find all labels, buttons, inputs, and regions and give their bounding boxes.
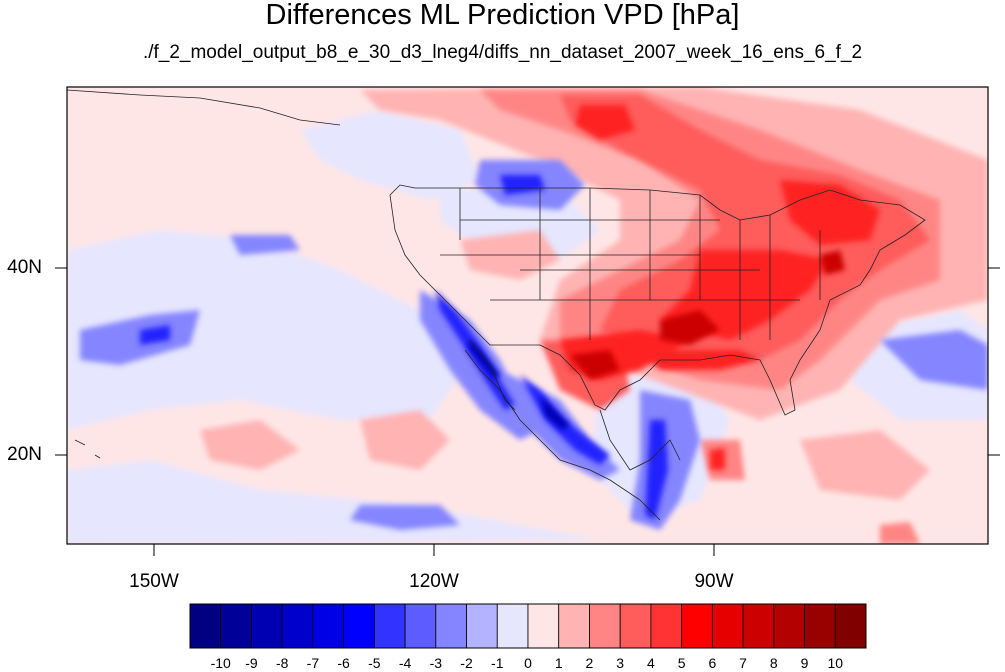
colorbar-box xyxy=(589,603,621,649)
colorbar-label: -6 xyxy=(337,655,350,671)
colorbar-label: -5 xyxy=(368,655,381,671)
colorbar-box xyxy=(312,603,345,649)
lat-label-40n: 40N xyxy=(7,257,42,278)
colorbar-label: 10 xyxy=(827,655,844,671)
colorbar-box xyxy=(804,603,836,649)
colorbar-label: -8 xyxy=(275,655,289,671)
field-positive-8 xyxy=(570,250,845,380)
lon-label-120w: 120W xyxy=(409,571,459,592)
colorbar-label: -1 xyxy=(491,655,504,671)
colorbar-label: 8 xyxy=(769,655,778,671)
colorbar-box xyxy=(773,603,805,649)
colorbar-box xyxy=(466,603,498,649)
colorbar-label: 2 xyxy=(585,655,594,671)
colorbar-label: 5 xyxy=(677,655,686,671)
colorbar-box xyxy=(281,603,314,649)
map-field xyxy=(67,87,988,544)
political-boundaries xyxy=(67,89,926,521)
colorbar-box xyxy=(404,603,437,649)
colorbar-label: 9 xyxy=(800,655,809,671)
lon-label-150w: 150W xyxy=(129,571,179,592)
plot-subtitle: ./f_2_model_output_b8_e_30_d3_lneg4/diff… xyxy=(142,42,863,63)
colorbar-label: 7 xyxy=(739,655,747,671)
colorbar-label: -7 xyxy=(306,655,320,671)
map-frame xyxy=(66,86,989,545)
colorbar-box xyxy=(742,603,775,649)
colorbar-label: 0 xyxy=(524,655,532,671)
colorbar-box xyxy=(650,603,683,649)
colorbar-label: 1 xyxy=(554,655,563,671)
colorbar-box xyxy=(251,603,283,649)
colorbar-label: 3 xyxy=(616,655,625,671)
colorbar-box xyxy=(189,603,222,649)
colorbar xyxy=(189,603,867,649)
colorbar-label: -2 xyxy=(460,655,473,671)
plot-title: Differences ML Prediction VPD [hPa] xyxy=(265,0,740,31)
lon-label-90w: 90W xyxy=(694,571,734,592)
colorbar-label: -3 xyxy=(429,655,443,671)
lat-label-20n: 20N xyxy=(7,444,42,465)
colorbar-box xyxy=(220,603,252,649)
colorbar-box xyxy=(834,603,867,649)
colorbar-label: -9 xyxy=(245,655,258,671)
colorbar-box xyxy=(558,603,590,649)
colorbar-label: 4 xyxy=(647,655,655,671)
colorbar-box xyxy=(343,603,375,649)
colorbar-label: -4 xyxy=(398,655,412,671)
colorbar-box xyxy=(527,603,560,649)
colorbar-box xyxy=(435,603,467,649)
colorbar-box xyxy=(373,603,406,649)
colorbar-box xyxy=(619,603,652,649)
colorbar-box xyxy=(681,603,713,649)
colorbar-box xyxy=(711,603,744,649)
colorbar-label: 6 xyxy=(708,655,717,671)
axis-ticks xyxy=(55,267,1000,556)
colorbar-box xyxy=(496,603,529,649)
colorbar-label: -10 xyxy=(210,655,231,671)
